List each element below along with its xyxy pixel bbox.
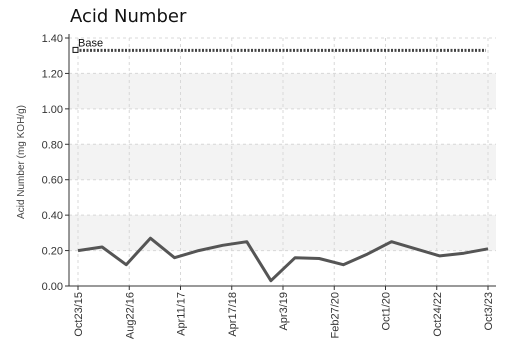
x-tick-label: Apr11/17 [176,292,188,336]
x-tick-label: Oct3/23 [483,292,495,331]
y-tick-label: 0.40 [42,210,63,222]
x-tick-label: Apr3/19 [278,292,290,331]
y-axis-label: Acid Number (mg KOH/g) [16,105,27,219]
y-tick-label: 0.20 [42,246,63,258]
series-layer [77,236,489,283]
x-tick-label: Oct23/15 [73,292,85,337]
y-tick-label: 1.00 [42,104,63,116]
reference-marker [72,46,79,53]
y-tick-label: 1.20 [42,68,63,80]
x-tick-label: Oct1/20 [381,292,393,331]
x-tick-label: Apr17/18 [227,292,239,337]
reference-label: Base [78,37,103,49]
y-axis-ticks: 0.00 0.20 0.40 0.60 0.80 1.00 1.20 1.40 [42,33,69,293]
chart-title: Acid Number [70,6,187,27]
x-tick-label: Aug22/16 [124,292,136,339]
x-axis-ticks: Oct23/15 Aug22/16 Apr11/17 Apr17/18 Apr3/19 F… [73,286,495,339]
plot-band [69,144,496,180]
x-tick-label: Feb27/20 [329,292,341,338]
y-tick-label: 1.40 [42,33,63,45]
reference-lines: Base [72,37,486,53]
series-line [77,236,489,283]
x-tick-label: Oct24/22 [432,292,444,337]
y-tick-label: 0.80 [42,139,63,151]
y-tick-label: 0.60 [42,175,63,187]
y-tick-label: 0.00 [42,281,63,293]
plot-band [69,73,496,109]
grid-lines [69,37,496,286]
